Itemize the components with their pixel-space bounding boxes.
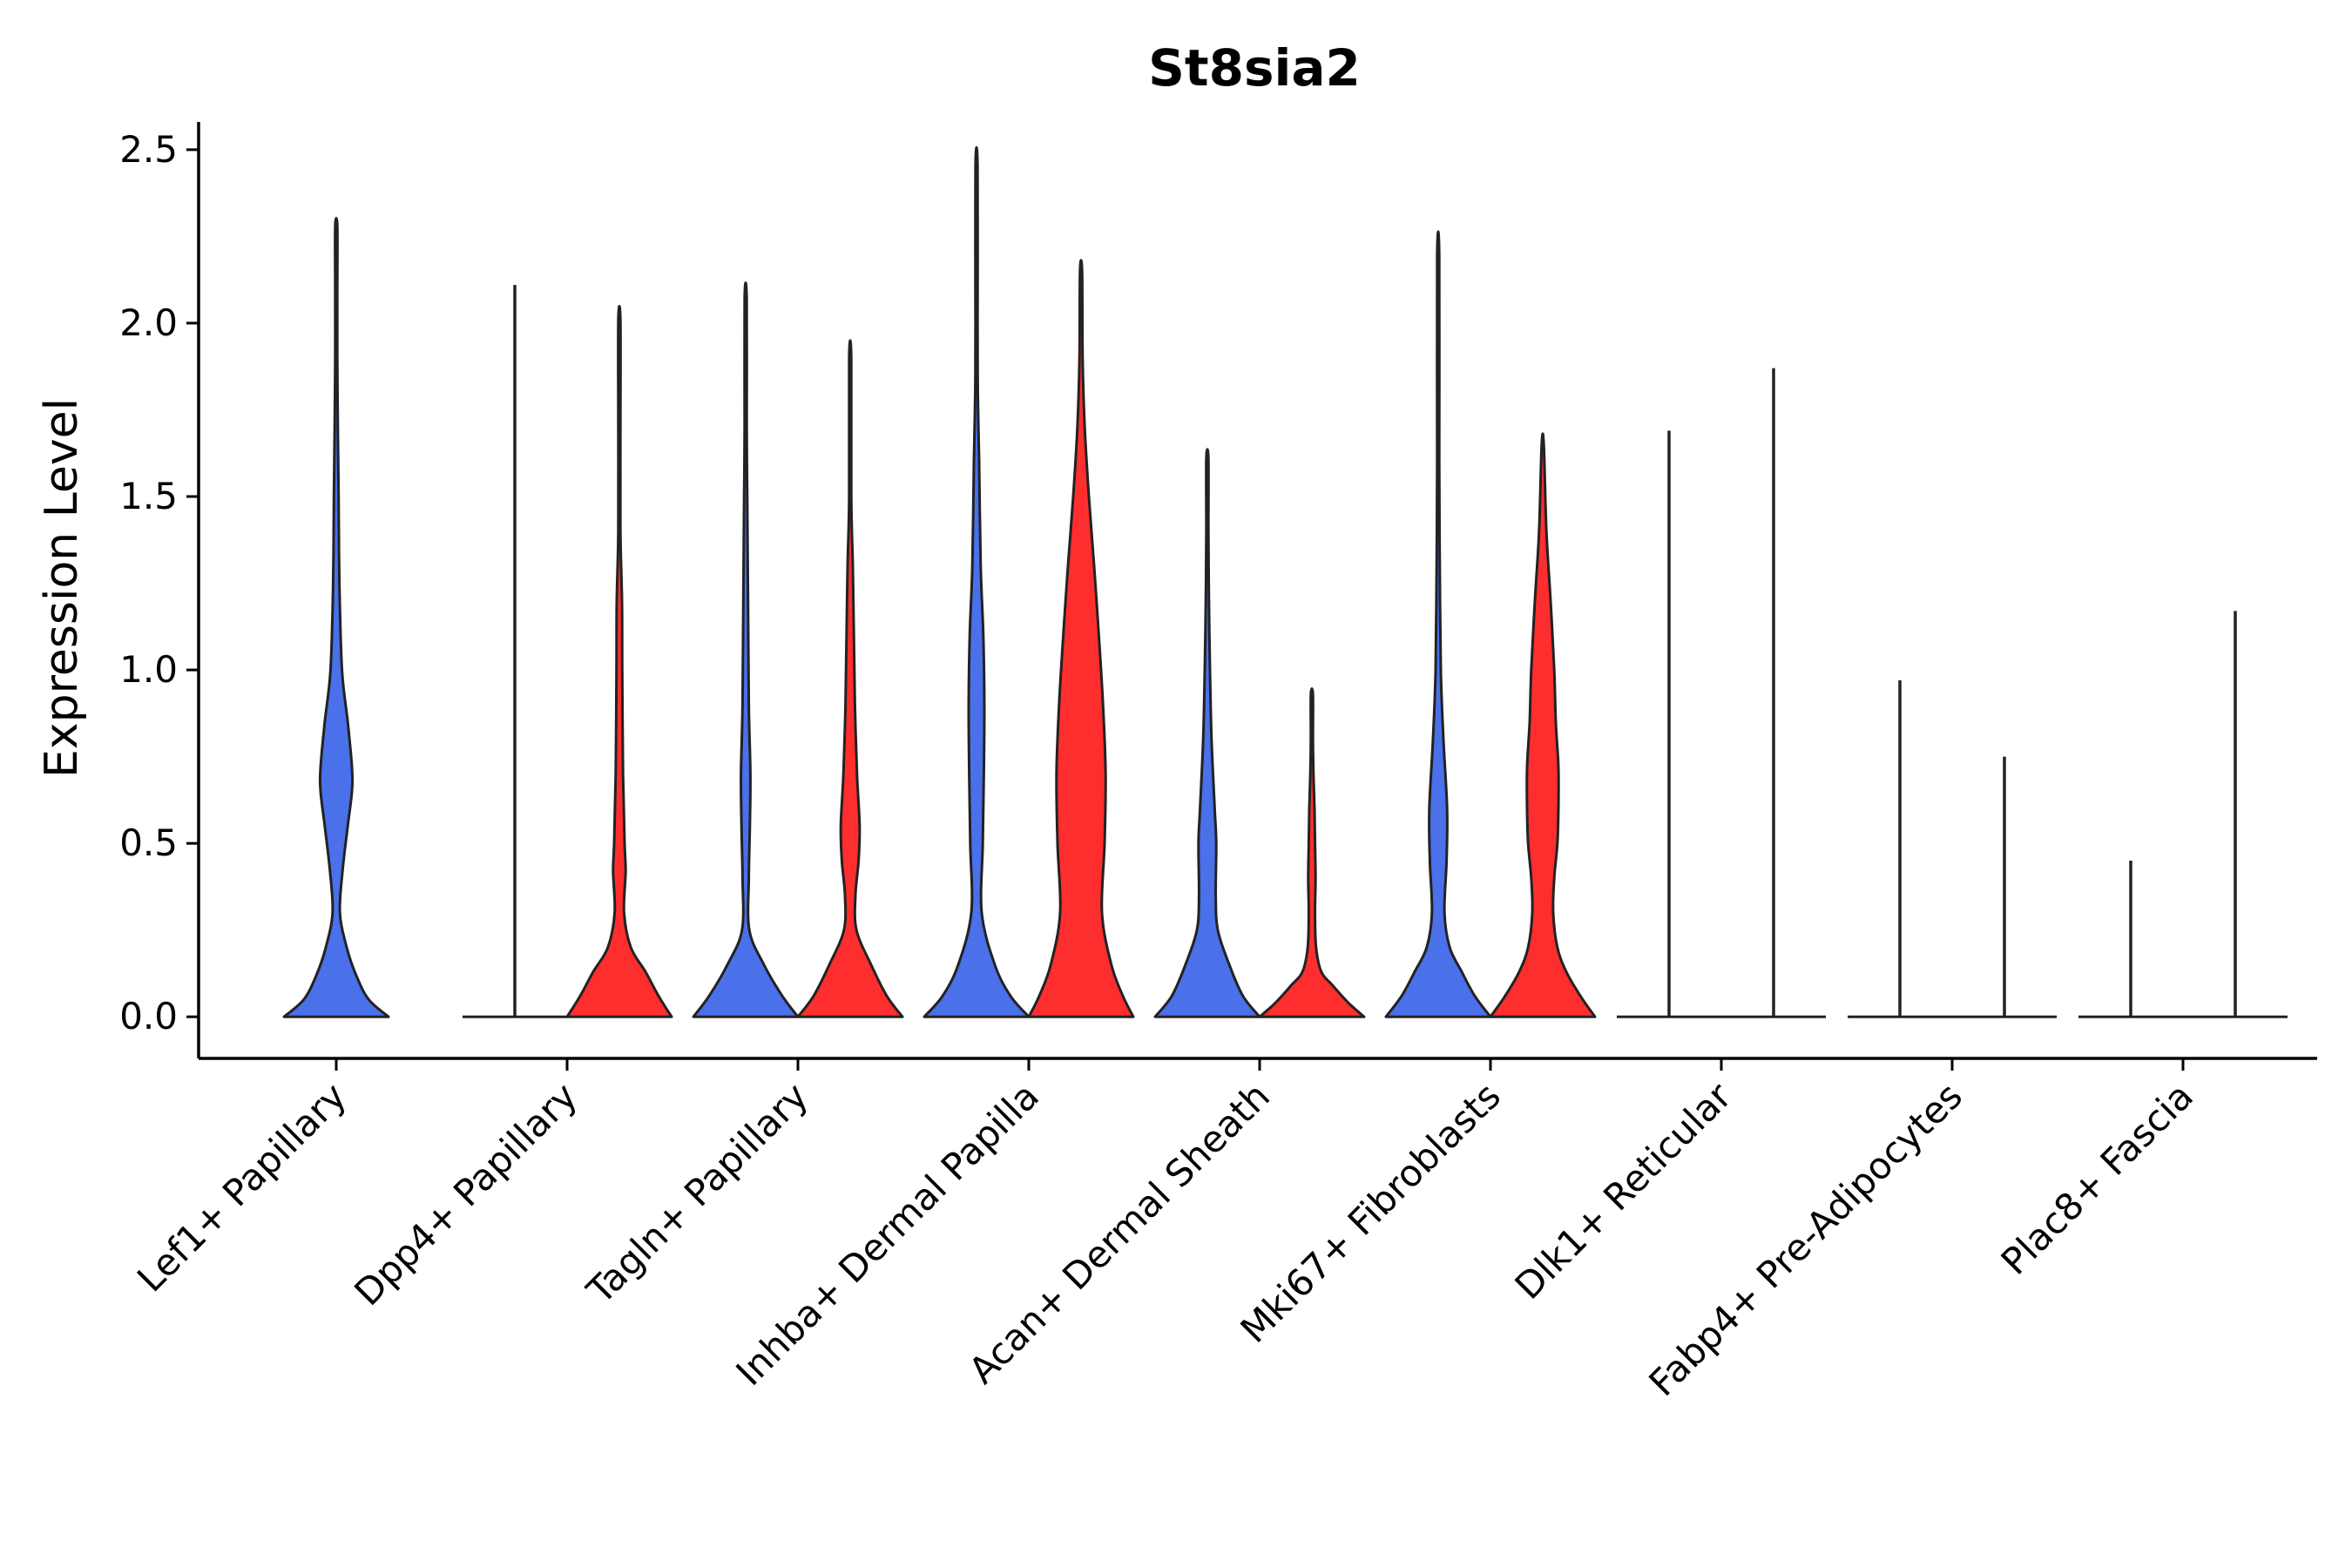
- y-tick-label: 0.5: [119, 821, 178, 864]
- violin-blue-3: [692, 281, 800, 1018]
- x-tick-label: Mki67+ Fibroblasts: [1233, 1074, 1509, 1350]
- violin-red-5: [1258, 686, 1366, 1018]
- y-tick-label: 1.0: [119, 648, 178, 691]
- violin-blue-1: [282, 216, 390, 1018]
- chart-title: St8sia2: [1148, 38, 1361, 98]
- y-tick-label: 2.0: [119, 301, 178, 344]
- y-axis-label: Expression Level: [36, 398, 88, 778]
- violin-blue-6: [1384, 230, 1492, 1018]
- y-tick-label: 1.5: [119, 475, 178, 517]
- violin-red-4: [1027, 259, 1135, 1018]
- x-tick-label: Tagln+ Papillary: [578, 1074, 816, 1312]
- y-tick-label: 0.0: [119, 995, 178, 1037]
- x-tick-label: Dlk1+ Reticular: [1507, 1074, 1740, 1308]
- violin-red-6: [1489, 432, 1597, 1018]
- violins-group: [282, 145, 2288, 1018]
- violin-blue-4: [923, 145, 1031, 1018]
- violin-red-2: [565, 305, 673, 1018]
- x-tick-label: Plac8+ Fascia: [1993, 1074, 2201, 1282]
- x-tick-label: Dpp4+ Papillary: [346, 1074, 585, 1314]
- violin-blue-5: [1153, 448, 1261, 1018]
- x-tick-label: Lef1+ Papillary: [129, 1074, 355, 1300]
- violin-red-3: [796, 339, 904, 1018]
- y-tick-label: 2.5: [119, 128, 178, 171]
